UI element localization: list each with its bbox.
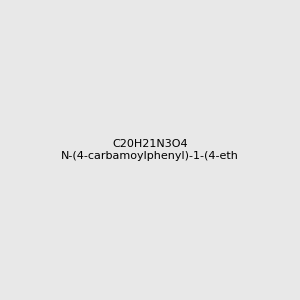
Text: C20H21N3O4
N-(4-carbamoylphenyl)-1-(4-eth: C20H21N3O4 N-(4-carbamoylphenyl)-1-(4-et… (61, 139, 239, 161)
